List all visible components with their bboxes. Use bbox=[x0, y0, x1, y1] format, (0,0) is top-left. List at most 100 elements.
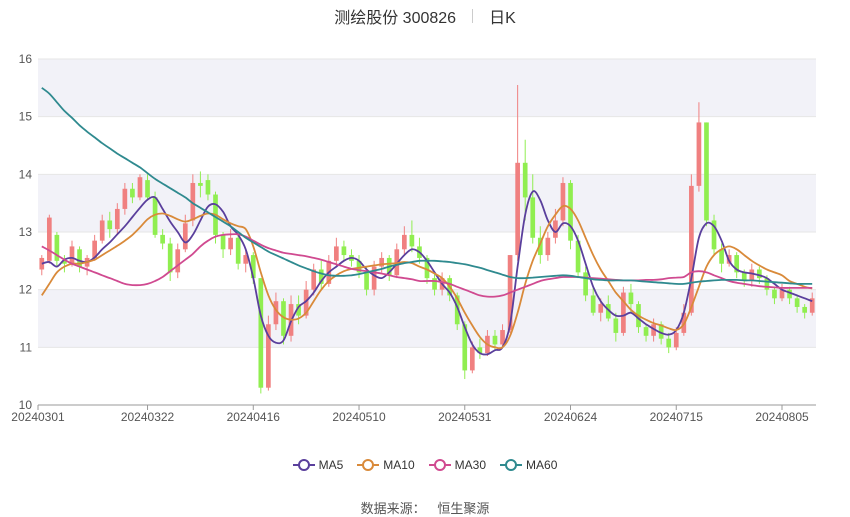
legend-label: MA60 bbox=[526, 458, 558, 472]
candle-body bbox=[250, 255, 256, 279]
candle-body bbox=[568, 182, 573, 241]
candle-body bbox=[46, 217, 52, 261]
candle-body bbox=[432, 278, 437, 290]
candle-body bbox=[757, 269, 762, 279]
candle-body bbox=[137, 177, 143, 198]
candle-body bbox=[228, 237, 233, 250]
candle-body bbox=[145, 180, 150, 198]
candle-body bbox=[152, 197, 158, 235]
candle-body bbox=[318, 269, 324, 284]
candle-body bbox=[802, 306, 808, 313]
legend-marker bbox=[500, 459, 523, 471]
candle-body bbox=[749, 269, 755, 282]
legend-marker bbox=[292, 459, 315, 471]
candle-body bbox=[613, 318, 619, 333]
candle-body bbox=[364, 272, 369, 290]
candle-body bbox=[658, 324, 664, 339]
candle-body bbox=[266, 324, 271, 388]
legend-item-ma30[interactable]: MA30 bbox=[428, 458, 487, 472]
candle-body bbox=[92, 240, 97, 258]
candle-body bbox=[130, 188, 135, 198]
candle-body bbox=[273, 301, 279, 325]
x-tick-label: 20240301 bbox=[11, 410, 65, 424]
candle-body bbox=[190, 182, 196, 221]
candle-body bbox=[409, 234, 415, 247]
ma-line-ma30 bbox=[41, 233, 813, 298]
candle-body bbox=[575, 240, 581, 273]
candle-body bbox=[522, 162, 528, 198]
candle-body bbox=[621, 292, 626, 333]
x-tick-label: 20240805 bbox=[755, 410, 809, 424]
candle-body bbox=[281, 301, 286, 336]
candle-body bbox=[462, 324, 468, 371]
candle-body bbox=[69, 246, 75, 264]
legend-label: MA10 bbox=[383, 458, 415, 472]
candle-body bbox=[114, 208, 120, 230]
chart-title-row: 测绘股份 300826 日K bbox=[0, 5, 850, 27]
candle-body bbox=[794, 298, 800, 307]
candle-body bbox=[545, 237, 551, 256]
data-source: 数据来源： 恒生聚源 bbox=[0, 498, 850, 517]
candle-body bbox=[356, 260, 362, 273]
candle-body bbox=[772, 289, 777, 299]
candle-body bbox=[809, 298, 815, 313]
grid-band bbox=[38, 289, 816, 348]
candle-body bbox=[454, 295, 460, 325]
candle-body bbox=[734, 255, 740, 273]
candle-body bbox=[311, 269, 317, 290]
candle-body bbox=[54, 234, 60, 261]
legend-item-ma5[interactable]: MA5 bbox=[292, 458, 344, 472]
x-tick-label: 20240624 bbox=[544, 410, 598, 424]
y-tick-label: 14 bbox=[19, 167, 33, 181]
candle-body bbox=[477, 347, 483, 354]
y-tick-label: 15 bbox=[19, 110, 33, 124]
candle-body bbox=[605, 304, 611, 319]
candle-body bbox=[779, 289, 785, 299]
candle-body bbox=[696, 122, 702, 186]
candle-body bbox=[741, 272, 747, 282]
candle-body bbox=[160, 234, 165, 244]
legend-marker bbox=[428, 459, 451, 471]
title-separator bbox=[472, 9, 474, 23]
candle-body bbox=[764, 278, 770, 290]
legend-item-ma60[interactable]: MA60 bbox=[500, 458, 557, 472]
candle-body bbox=[205, 180, 211, 195]
candle-body bbox=[334, 246, 339, 261]
candle-body bbox=[530, 197, 536, 238]
candle-body bbox=[553, 220, 558, 238]
x-tick-label: 20240510 bbox=[332, 410, 386, 424]
candle-body bbox=[500, 330, 505, 345]
legend-item-ma10[interactable]: MA10 bbox=[357, 458, 415, 472]
candle-body bbox=[643, 327, 649, 336]
candle-body bbox=[303, 289, 309, 316]
candle-body bbox=[167, 243, 173, 273]
candle-body bbox=[235, 237, 241, 264]
legend-label: MA5 bbox=[318, 458, 344, 472]
candle-body bbox=[590, 295, 596, 313]
candle-body bbox=[515, 162, 520, 256]
candle-body bbox=[62, 260, 67, 264]
candle-body bbox=[666, 338, 672, 348]
y-tick-label: 13 bbox=[19, 225, 33, 239]
grid-band bbox=[38, 174, 816, 232]
candle-body bbox=[341, 246, 347, 256]
y-tick-label: 12 bbox=[19, 283, 33, 297]
candle-body bbox=[296, 304, 301, 316]
candle-body bbox=[243, 255, 249, 264]
candle-body bbox=[651, 324, 656, 336]
chart-title: 测绘股份 300826 bbox=[334, 10, 457, 27]
candle-body bbox=[424, 257, 430, 279]
x-tick-label: 20240531 bbox=[438, 410, 492, 424]
legend-label: MA30 bbox=[454, 458, 487, 472]
candle-body bbox=[122, 188, 128, 209]
candle-body bbox=[719, 249, 724, 264]
ma-line-ma10 bbox=[41, 204, 813, 350]
candle-body bbox=[371, 266, 377, 290]
candle-body bbox=[711, 220, 717, 250]
legend: MA5 MA10 MA30 MA60 bbox=[0, 458, 850, 472]
candle-body bbox=[258, 278, 264, 388]
y-tick-label: 11 bbox=[20, 340, 33, 354]
candle-body bbox=[673, 332, 679, 348]
candle-body bbox=[628, 292, 634, 305]
